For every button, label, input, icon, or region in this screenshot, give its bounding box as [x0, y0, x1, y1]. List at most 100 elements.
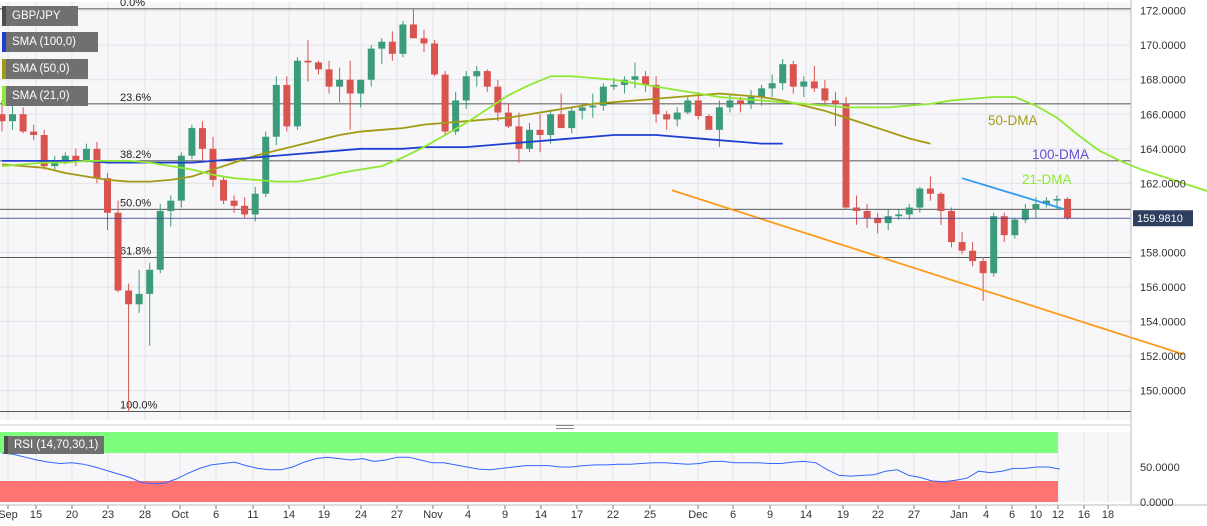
legend-swatch-sma100	[2, 32, 6, 52]
x-tick-label: Sep	[0, 509, 18, 521]
x-tick-label: 9	[767, 509, 773, 521]
sma100-line	[2, 134, 783, 164]
candle-body	[473, 71, 481, 77]
x-tick-label: 27	[391, 509, 403, 521]
candle-body	[884, 216, 892, 224]
candle-body	[135, 293, 143, 305]
candle-body	[874, 217, 882, 224]
candle-body	[694, 100, 702, 116]
candle-body	[937, 193, 945, 211]
candle-body	[272, 84, 280, 137]
candle-body	[905, 207, 913, 215]
legend-sma100[interactable]: SMA (100,0)	[2, 32, 98, 52]
candle-body	[388, 41, 396, 54]
legend-swatch-sma50	[2, 59, 6, 79]
candle-body	[293, 60, 301, 127]
x-tick-label: 19	[837, 509, 849, 521]
candle-body	[156, 211, 164, 270]
candle-body	[82, 148, 90, 161]
candle-body	[241, 205, 249, 215]
rsi-legend[interactable]: RSI (14,70,30,1)	[4, 436, 105, 454]
x-tick-label: 28	[139, 509, 151, 521]
resistance-trendline	[961, 177, 1065, 211]
last-price-label: 159.9810	[1137, 213, 1183, 225]
x-tick-label: Dec	[688, 509, 708, 521]
candle-body	[1042, 200, 1050, 205]
sma21-line	[1, 75, 1207, 192]
x-tick-label: 18	[1102, 509, 1114, 521]
candle-body	[504, 112, 512, 127]
y-tick-label: 170.0000	[1140, 40, 1186, 52]
legend-symbol[interactable]: GBP/JPY	[2, 6, 78, 26]
fib-level-label: 100.0%	[120, 399, 158, 411]
fib-level-label: 23.6%	[120, 92, 151, 104]
support-trendline	[671, 189, 1184, 356]
candle-body	[431, 43, 439, 75]
candle-body	[104, 178, 111, 213]
candle-body	[589, 105, 597, 108]
fib-level-label: 61.8%	[120, 246, 151, 258]
legend-label-sma21: SMA (21,0)	[12, 90, 70, 102]
rsi-legend-swatch	[4, 436, 8, 454]
candle-body	[19, 114, 27, 132]
candle-body	[758, 88, 766, 97]
candle-body	[262, 136, 270, 194]
pane-resize-handle[interactable]	[556, 425, 574, 431]
candle-body	[810, 81, 818, 89]
x-tick-label: 15	[30, 509, 42, 521]
candle-body	[336, 79, 344, 87]
candle-body	[93, 148, 101, 179]
y-tick-label: 150.0000	[1140, 386, 1186, 398]
candle-body	[441, 74, 449, 132]
annotation-label: 100-DMA	[1032, 147, 1089, 162]
candle-body	[863, 211, 871, 218]
candle-body	[146, 269, 154, 294]
x-tick-label: Nov	[423, 509, 443, 521]
legend-sma21[interactable]: SMA (21,0)	[2, 86, 88, 106]
last-price-tag	[1133, 210, 1193, 227]
annotation-label: 21-DMA	[1022, 172, 1072, 187]
x-tick-label: Jan	[950, 509, 968, 521]
x-tick-label: 4	[465, 509, 471, 521]
candle-body	[198, 128, 206, 149]
candle-body	[568, 110, 576, 129]
candle-body	[378, 41, 386, 49]
candle-body	[409, 24, 417, 39]
candle-body	[399, 24, 407, 54]
legend-sma50[interactable]: SMA (50,0)	[2, 59, 88, 79]
x-tick-label: 10	[1030, 509, 1042, 521]
candle-body	[367, 48, 375, 80]
candle-body	[853, 207, 861, 211]
x-tick-label: 14	[283, 509, 295, 521]
rsi-line	[1, 452, 1061, 485]
candle-body	[800, 81, 808, 87]
x-tick-label: 14	[535, 509, 547, 521]
candle-body	[346, 79, 354, 94]
x-tick-label: 22	[607, 509, 619, 521]
candle-body	[315, 62, 322, 70]
candle-body	[926, 188, 934, 194]
y-tick-label: 164.0000	[1140, 144, 1186, 156]
candle-body	[684, 100, 692, 113]
candle-body	[325, 69, 333, 87]
rsi-overbought-zone	[0, 432, 1058, 453]
candle-body	[167, 200, 175, 211]
candle-body	[114, 212, 122, 291]
candle-body	[631, 76, 639, 80]
x-tick-label: 6	[1009, 509, 1015, 521]
candle-body	[462, 76, 470, 101]
candle-body	[737, 100, 744, 104]
candle-body	[726, 100, 734, 108]
annotation-label: 50-DMA	[988, 113, 1038, 128]
candle-body	[842, 103, 850, 208]
y-tick-label: 162.0000	[1140, 178, 1186, 190]
y-tick-label: 166.0000	[1140, 109, 1186, 121]
candle-body	[948, 211, 955, 243]
x-tick-label: 25	[644, 509, 656, 521]
candle-body	[536, 129, 544, 135]
candle-body	[188, 128, 196, 156]
y-tick-label: 152.0000	[1140, 351, 1186, 363]
candle-body	[779, 64, 787, 84]
x-tick-label: 22	[872, 509, 884, 521]
